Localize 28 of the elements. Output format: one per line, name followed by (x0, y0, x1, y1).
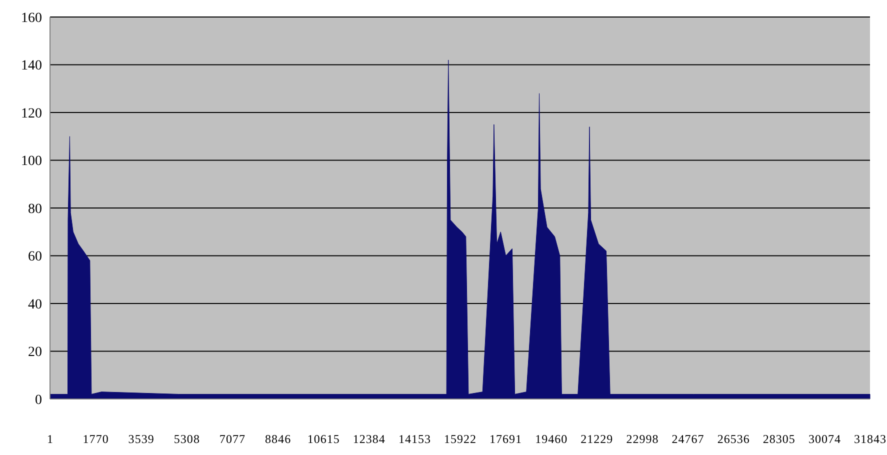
x-tick-label: 31843 (854, 432, 886, 446)
y-tick-label: 100 (21, 154, 42, 170)
x-tick-label: 24767 (672, 432, 704, 446)
x-tick-label: 5308 (174, 432, 200, 446)
y-tick-label: 0 (35, 392, 42, 408)
y-tick-label: 160 (21, 10, 42, 26)
y-tick-label: 60 (28, 250, 42, 265)
x-tick-label: 28305 (762, 432, 795, 446)
y-tick-label: 20 (28, 345, 42, 360)
x-tick-label: 8846 (264, 432, 291, 446)
y-tick-label: 80 (28, 202, 42, 217)
x-tick-label: 30074 (808, 432, 840, 446)
x-tick-label: 26536 (717, 432, 750, 446)
x-tick-label: 15922 (444, 432, 476, 446)
x-tick-label: 17691 (490, 432, 522, 446)
x-tick-label: 10615 (307, 432, 340, 446)
x-tick-label: 14153 (398, 432, 430, 446)
x-tick-label: 3539 (128, 432, 154, 446)
x-tick-label: 1 (47, 432, 53, 446)
x-tick-label: 7077 (219, 432, 246, 446)
x-tick-label: 19460 (535, 432, 568, 446)
x-tick-label: 21229 (580, 432, 613, 446)
y-tick-label: 140 (21, 58, 42, 74)
x-tick-label: 22998 (626, 432, 658, 446)
y-tick-label: 40 (28, 297, 42, 312)
y-tick-label: 120 (21, 106, 42, 122)
x-tick-label: 12384 (352, 432, 385, 446)
x-tick-label: 1770 (82, 432, 108, 446)
